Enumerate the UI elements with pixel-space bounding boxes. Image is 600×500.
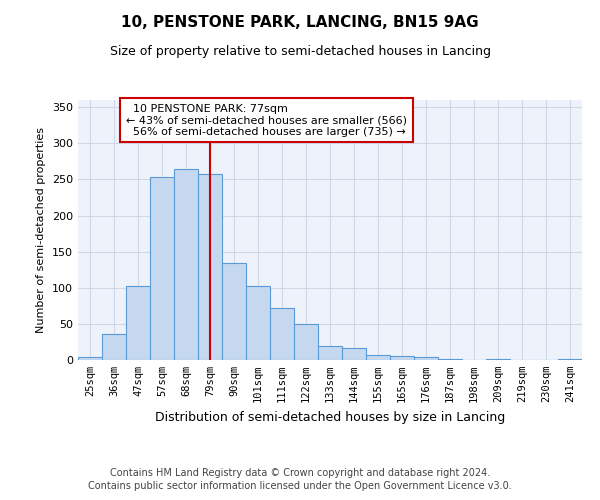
Text: 10, PENSTONE PARK, LANCING, BN15 9AG: 10, PENSTONE PARK, LANCING, BN15 9AG [121,15,479,30]
Bar [150,178,174,360]
Bar [414,357,438,360]
Bar [486,358,510,360]
Bar [558,358,582,360]
Bar [198,174,222,360]
Bar [126,286,150,360]
Bar [294,324,318,360]
Bar [174,170,198,360]
Bar [318,346,342,360]
Y-axis label: Number of semi-detached properties: Number of semi-detached properties [37,127,46,333]
Bar [78,357,102,360]
Text: Size of property relative to semi-detached houses in Lancing: Size of property relative to semi-detach… [110,45,491,58]
Bar [390,356,414,360]
Text: Contains HM Land Registry data © Crown copyright and database right 2024.: Contains HM Land Registry data © Crown c… [110,468,490,477]
Bar [270,308,294,360]
Text: 10 PENSTONE PARK: 77sqm
← 43% of semi-detached houses are smaller (566)
  56% of: 10 PENSTONE PARK: 77sqm ← 43% of semi-de… [126,104,407,137]
Text: Contains public sector information licensed under the Open Government Licence v3: Contains public sector information licen… [88,481,512,491]
Bar [342,348,366,360]
Bar [102,334,126,360]
Bar [366,355,390,360]
Bar [222,263,246,360]
X-axis label: Distribution of semi-detached houses by size in Lancing: Distribution of semi-detached houses by … [155,410,505,424]
Bar [246,286,270,360]
